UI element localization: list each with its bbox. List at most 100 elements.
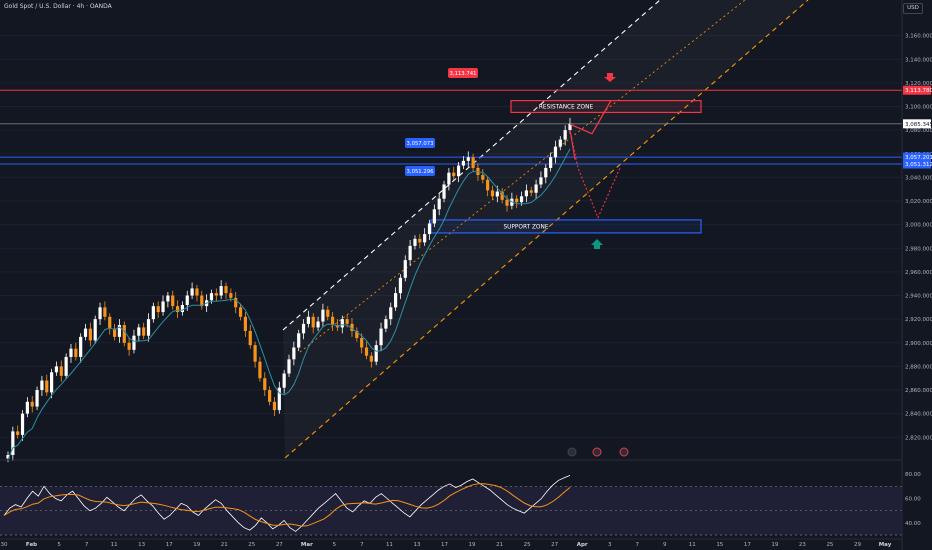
- x-tick-label: 7: [360, 542, 364, 548]
- candle: [108, 316, 112, 329]
- candle: [539, 177, 543, 185]
- candle: [461, 160, 466, 166]
- candle: [568, 123, 572, 131]
- candle: [190, 288, 194, 296]
- x-tick-label: 17: [166, 542, 173, 548]
- x-tick-label: 15: [716, 542, 723, 548]
- candle: [45, 380, 49, 393]
- currency-selector-button[interactable]: USD: [903, 3, 923, 14]
- candle: [369, 355, 373, 362]
- price-tag-bg: [448, 68, 478, 78]
- candle: [515, 198, 519, 203]
- candle: [355, 330, 359, 339]
- x-tick-label: May: [879, 542, 892, 548]
- y-tick-label: 2,960.000: [905, 270, 932, 276]
- axis-price-label-bg: [903, 152, 931, 162]
- y-tick-label: 2,900.000: [905, 341, 932, 347]
- x-tick-label: Apr: [577, 542, 588, 548]
- candle: [142, 327, 146, 336]
- axis-price-label: 3,057.201: [905, 155, 932, 161]
- resistance-zone[interactable]: [510, 99, 702, 114]
- candle: [466, 157, 470, 161]
- candle: [272, 401, 277, 411]
- candle: [490, 190, 495, 197]
- up-arrow-icon: [591, 239, 603, 249]
- x-tick-label: 19: [469, 542, 476, 548]
- support-zone[interactable]: [430, 219, 702, 234]
- candle: [122, 325, 126, 343]
- candle: [398, 277, 403, 294]
- candle: [79, 336, 83, 357]
- candle: [161, 301, 165, 313]
- candle: [103, 307, 107, 317]
- candle: [93, 319, 97, 341]
- candle: [234, 297, 238, 308]
- candle: [364, 347, 369, 356]
- candle: [408, 245, 412, 261]
- y-tick-label: 2,820.000: [905, 435, 932, 441]
- candle: [132, 335, 136, 350]
- y-tick-label: 3,100.000: [905, 105, 932, 111]
- y-tick-label: 3,080.000: [905, 128, 932, 134]
- lightning-event-icon[interactable]: [567, 447, 577, 457]
- y-tick-label: 2,940.000: [905, 294, 932, 300]
- candle: [282, 373, 286, 388]
- x-tick-label: 30: [1, 542, 8, 548]
- axis-price-label: 3,085.345: [905, 122, 932, 128]
- chart-title: Gold Spot / U.S. Dollar · 4h · OANDA: [4, 3, 112, 10]
- support-zone-label: SUPPORT ZONE: [504, 224, 549, 230]
- candle: [16, 431, 20, 435]
- candle: [505, 199, 509, 206]
- flag-event-icon[interactable]: [592, 447, 602, 457]
- candle: [195, 288, 199, 296]
- candle: [229, 293, 233, 298]
- candle: [137, 327, 141, 336]
- grid: [0, 35, 902, 438]
- x-tick-label: 5: [57, 542, 61, 548]
- candle: [263, 378, 267, 391]
- candle: [519, 196, 524, 203]
- flag-event-icon[interactable]: [619, 447, 629, 457]
- candle: [287, 359, 291, 374]
- candle: [340, 319, 344, 328]
- candle: [20, 413, 25, 435]
- candle: [64, 356, 68, 376]
- candle: [146, 319, 151, 336]
- candle: [69, 348, 73, 357]
- candle: [301, 323, 306, 334]
- rsi-y-tick-label: 80.00: [905, 472, 921, 478]
- x-tick-label: 11: [386, 542, 393, 548]
- axis-price-label: 3,113.780: [905, 88, 932, 94]
- candle: [316, 321, 320, 328]
- x-tick-label: 5: [333, 542, 337, 548]
- candle: [360, 338, 364, 348]
- y-tick-label: 3,160.000: [905, 34, 932, 40]
- axis-price-label: 3,051.312: [905, 162, 932, 168]
- x-tick-label: 17: [744, 542, 751, 548]
- x-tick-label: 13: [413, 542, 420, 548]
- x-tick-label: 11: [111, 542, 118, 548]
- candle: [11, 431, 15, 455]
- x-tick-label: 19: [771, 542, 778, 548]
- candle: [248, 330, 252, 346]
- candle: [345, 319, 349, 324]
- y-tick-label: 3,040.000: [905, 175, 932, 181]
- trend-channel: [282, 0, 809, 459]
- candle: [219, 286, 223, 296]
- candles: [6, 117, 572, 463]
- candle: [558, 139, 562, 147]
- candle: [544, 167, 548, 178]
- candle: [486, 179, 490, 191]
- candle: [112, 328, 117, 337]
- candle: [117, 325, 122, 337]
- candle: [243, 316, 247, 331]
- candle: [156, 306, 160, 313]
- candle: [452, 172, 456, 177]
- moving-average-line: [7, 148, 571, 460]
- candle: [6, 455, 10, 459]
- x-tick-label: 25: [524, 542, 531, 548]
- x-tick-label: 17: [441, 542, 448, 548]
- price-labels: 3,113.741 3,057.073 3,051.296: [405, 68, 478, 176]
